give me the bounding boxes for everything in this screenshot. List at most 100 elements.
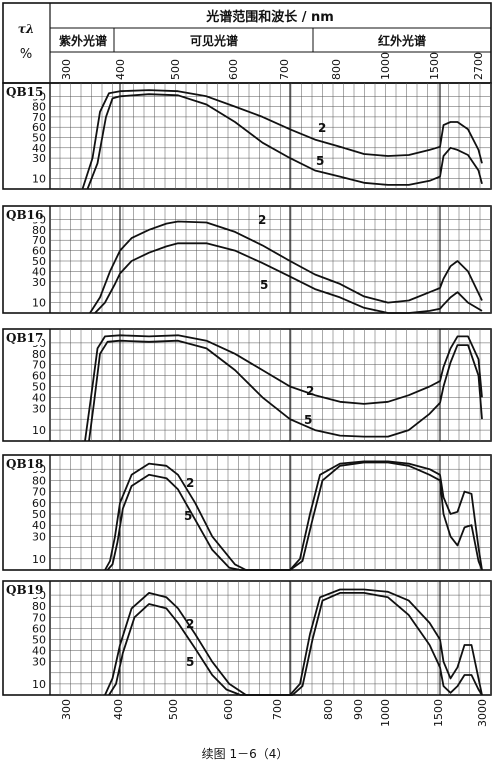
panel-qb17: 1030405060708090QB1725 xyxy=(2,328,492,442)
y-tick-label: 10 xyxy=(32,173,46,186)
y-tick-label: 50 xyxy=(32,634,46,647)
grid xyxy=(50,206,491,313)
series-line-2 xyxy=(104,588,483,696)
panel-label: QB17 xyxy=(6,331,43,345)
x-tick-bottom-label: 900 xyxy=(352,699,365,720)
panel-label: QB18 xyxy=(6,457,43,471)
y-tick-label: 10 xyxy=(32,297,46,310)
y-tick-label: 30 xyxy=(32,530,46,543)
grid xyxy=(50,83,491,189)
y-tick-label: 50 xyxy=(32,508,46,521)
figure-caption: 续图 1－6（4） xyxy=(202,747,289,761)
series-label-5: 5 xyxy=(304,413,312,427)
x-tick-bottom-label: 500 xyxy=(167,699,180,720)
panel-qb16: 1030405060708090QB1625 xyxy=(2,205,492,314)
region-label-uv: 紫外光谱 xyxy=(59,33,107,48)
panel-label-bg xyxy=(4,582,42,597)
panel-qb19: 1030405060708090QB1925 xyxy=(2,580,492,696)
panel-qb15: 1030405060708090QB1525 xyxy=(2,82,492,190)
series-label-2: 2 xyxy=(306,384,314,398)
panel-label-bg xyxy=(4,207,42,222)
series-label-5: 5 xyxy=(186,655,194,669)
panel-frame xyxy=(2,454,492,571)
x-tick-top-label: 500 xyxy=(169,59,182,80)
y-tick-label: 60 xyxy=(32,121,46,134)
panel-frame xyxy=(2,580,492,696)
y-tick-label: 60 xyxy=(32,622,46,635)
x-tick-bottom-label: 800 xyxy=(322,699,335,720)
y-tick-label: 50 xyxy=(32,132,46,145)
y-tick-label: 60 xyxy=(32,370,46,383)
series-line-5 xyxy=(94,242,483,314)
series-line-5 xyxy=(108,592,483,696)
y-tick-label: 60 xyxy=(32,245,46,258)
x-tick-bottom-label: 600 xyxy=(222,699,235,720)
panel-frame xyxy=(2,205,492,314)
series-label-5: 5 xyxy=(260,278,268,292)
y-tick-label: 80 xyxy=(32,224,46,237)
y-tick-label: 40 xyxy=(32,265,46,278)
x-tick-top-label: 2700 xyxy=(472,52,485,80)
y-tick-label: 30 xyxy=(32,402,46,415)
series-label-2: 2 xyxy=(258,213,266,227)
panel-label-bg xyxy=(4,330,42,345)
chart-header: 光谱范围和波长 / nm τλ % 紫外光谱 可见光谱 红外光谱 300 400 5… xyxy=(2,2,492,84)
y-tick-label: 50 xyxy=(32,381,46,394)
y-tick-label: 80 xyxy=(32,600,46,613)
series-line-2 xyxy=(81,89,483,190)
panel-frame xyxy=(2,82,492,190)
x-tick-top-label: 300 xyxy=(60,59,73,80)
top-wavelength-ticks: 300 400 500 600 700 800 1000 1500 2700 xyxy=(60,52,485,80)
series-label-5: 5 xyxy=(184,509,192,523)
x-tick-bottom-label: 400 xyxy=(112,699,125,720)
panel-frame xyxy=(2,328,492,442)
series-label-2: 2 xyxy=(186,617,194,631)
x-tick-top-label: 400 xyxy=(114,59,127,80)
y-tick-label: 70 xyxy=(32,611,46,624)
series-label-2: 2 xyxy=(186,476,194,490)
y-tick-label: 60 xyxy=(32,497,46,510)
y-tick-label: 70 xyxy=(32,359,46,372)
x-tick-top-label: 1500 xyxy=(428,52,441,80)
y-tick-label: 80 xyxy=(32,348,46,361)
region-label-visible: 可见光谱 xyxy=(190,33,238,48)
header-title: 光谱范围和波长 / nm xyxy=(205,9,334,25)
y-tick-label: 70 xyxy=(32,111,46,124)
panel-label: QB16 xyxy=(6,208,43,222)
y-tick-label: 30 xyxy=(32,276,46,289)
y-tick-label: 40 xyxy=(32,519,46,532)
panel-label: QB19 xyxy=(6,583,43,597)
panel-qb18: 1030405060708090QB1825 xyxy=(2,454,492,571)
x-tick-top-label: 700 xyxy=(278,59,291,80)
series-line-5 xyxy=(106,461,483,571)
grid xyxy=(50,329,491,441)
y-tick-label: 10 xyxy=(32,678,46,691)
y-tick-label: 40 xyxy=(32,142,46,155)
x-tick-bottom-label: 300 xyxy=(60,699,73,720)
y-tick-label: 40 xyxy=(32,645,46,658)
x-tick-top-label: 1000 xyxy=(379,52,392,80)
x-tick-bottom-label: 1500 xyxy=(432,699,445,727)
x-tick-bottom-label: 700 xyxy=(271,699,284,720)
panel-label-bg xyxy=(4,84,42,99)
y-tick-label: 80 xyxy=(32,474,46,487)
series-label-5: 5 xyxy=(316,154,324,168)
series-label-2: 2 xyxy=(318,121,326,135)
x-tick-top-label: 800 xyxy=(330,59,343,80)
y-axis-symbol: τλ xyxy=(18,22,35,36)
panel-label: QB15 xyxy=(6,85,43,99)
chart-panels: 1030405060708090QB15251030405060708090QB… xyxy=(2,82,492,696)
x-tick-bottom-label: 1000 xyxy=(379,699,392,727)
y-tick-label: 40 xyxy=(32,391,46,404)
y-tick-label: 70 xyxy=(32,234,46,247)
series-line-2 xyxy=(84,334,483,442)
y-axis-unit: % xyxy=(20,47,32,62)
series-line-2 xyxy=(89,220,483,314)
y-tick-label: 70 xyxy=(32,486,46,499)
series-line-2 xyxy=(104,460,483,571)
x-tick-bottom-label: 3000 xyxy=(476,699,489,727)
panel-label-bg xyxy=(4,456,42,471)
series-line-5 xyxy=(88,339,483,442)
y-tick-label: 50 xyxy=(32,255,46,268)
